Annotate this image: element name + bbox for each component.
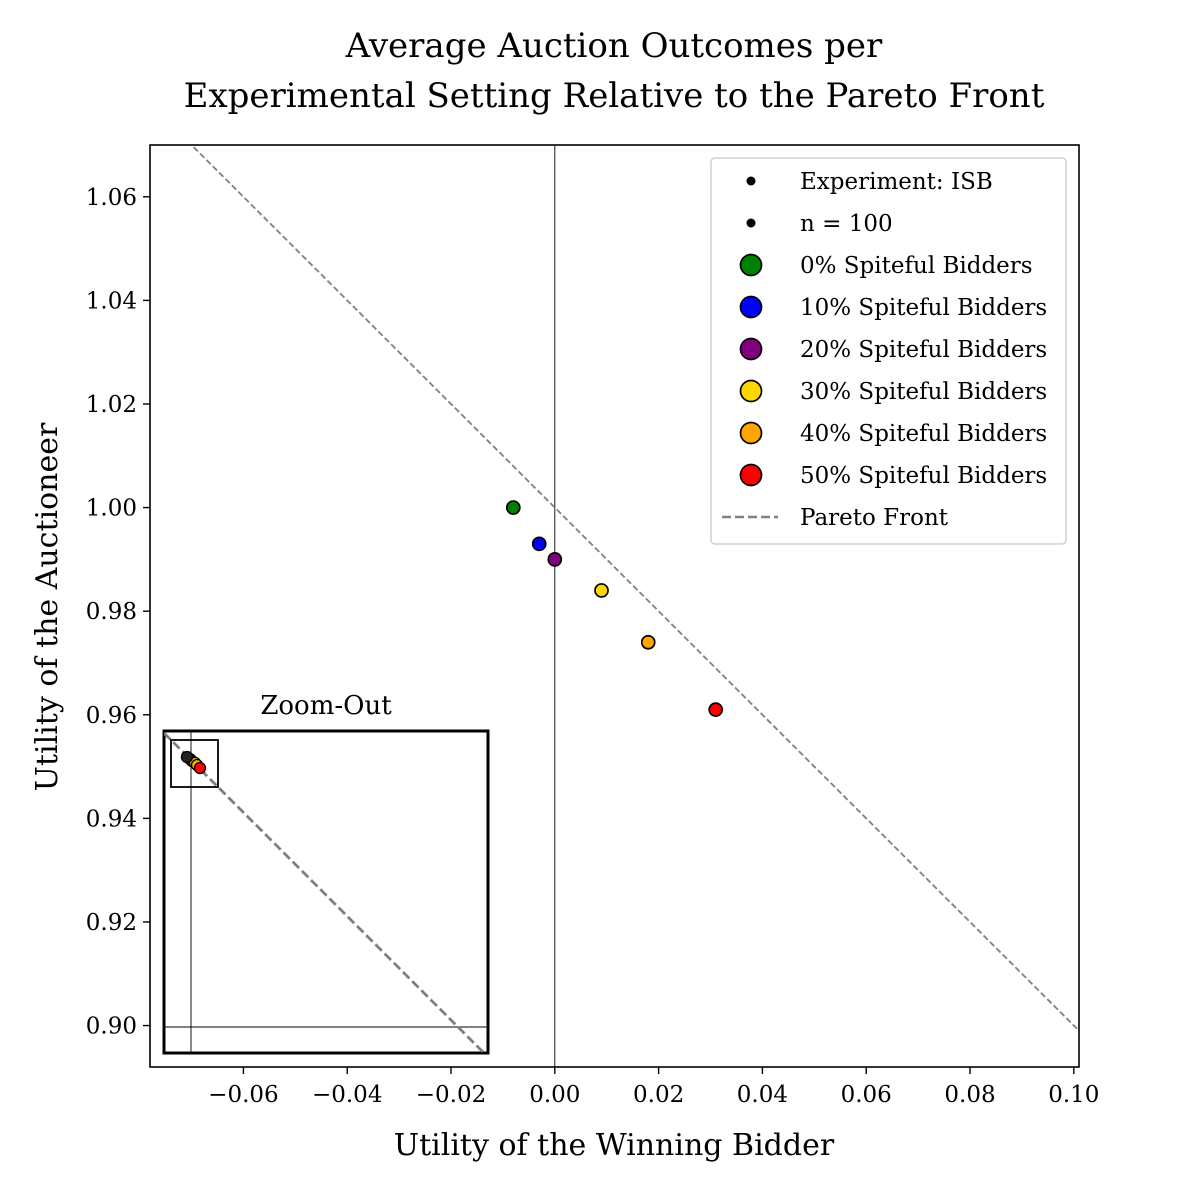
zoom-out-inset: Zoom-Out (162, 691, 490, 1055)
y-tick-label: 0.90 (86, 1014, 137, 1040)
inset-title: Zoom-Out (260, 691, 392, 721)
legend-label: Experiment: ISB (800, 169, 993, 195)
legend: Experiment: ISB n = 100 0% Spiteful Bidder… (710, 157, 1067, 545)
data-point (640, 634, 656, 650)
legend-marker (739, 253, 763, 277)
x-axis-label: Utility of the Winning Bidder (394, 1128, 835, 1163)
x-tick-label: 0.04 (737, 1082, 788, 1108)
inset-zoom-box (170, 739, 219, 788)
data-point (547, 552, 563, 567)
plot-area (149, 144, 1080, 1068)
axis-ticks: −0.06 −0.04 −0.02 0.00 0.02 0.04 0.06 0.08 0.10 0… (86, 185, 1100, 1108)
legend-label: 40% Spiteful Bidders (800, 421, 1047, 447)
legend-marker (739, 337, 763, 361)
legend-box (710, 157, 1067, 545)
inset-frame (162, 729, 490, 1055)
plot-content (190, 145, 1079, 1067)
y-tick-label: 1.06 (86, 185, 137, 211)
x-tick-label: 0.10 (1048, 1082, 1099, 1108)
legend-label: 10% Spiteful Bidders (800, 295, 1047, 321)
chart-title: Average Auction Outcomes per Experimental… (184, 26, 1045, 116)
legend-label: 50% Spiteful Bidders (800, 463, 1047, 489)
legend-marker (739, 421, 763, 445)
chart-title-line: Experimental Setting Relative to the Par… (184, 76, 1045, 116)
plot-frame (149, 144, 1080, 1068)
y-tick-label: 0.92 (86, 910, 137, 936)
legend-marker (739, 379, 763, 403)
legend-marker (746, 176, 756, 186)
y-tick-label: 0.94 (86, 806, 137, 832)
legend-marker (746, 218, 756, 228)
data-point (594, 583, 609, 598)
legend-label: 20% Spiteful Bidders (800, 337, 1047, 363)
legend-marker (739, 295, 763, 319)
x-tick-label: 0.08 (944, 1082, 995, 1108)
y-tick-label: 0.98 (86, 599, 137, 625)
inset-content (164, 731, 488, 1053)
legend-label: Pareto Front (800, 505, 949, 531)
x-tick-label: 0.02 (633, 1082, 684, 1108)
y-tick-label: 0.96 (86, 703, 137, 729)
x-tick-label: −0.02 (416, 1082, 486, 1108)
inset-data-point (180, 750, 194, 764)
x-tick-label: 0.00 (529, 1082, 580, 1108)
y-tick-label: 1.02 (86, 392, 137, 418)
pareto-front-line (190, 145, 1079, 1033)
data-point (505, 500, 521, 515)
inset-data-point (193, 761, 207, 775)
legend-marker (739, 463, 763, 487)
chart-title-line: Average Auction Outcomes per (345, 26, 883, 66)
y-tick-label: 1.00 (86, 496, 137, 522)
inset-pareto-line (164, 732, 486, 1053)
y-tick-label: 1.04 (86, 288, 137, 314)
x-tick-label: −0.04 (312, 1082, 382, 1108)
x-tick-label: 0.06 (841, 1082, 892, 1108)
legend-label: 30% Spiteful Bidders (800, 379, 1047, 405)
legend-label: 0% Spiteful Bidders (800, 253, 1033, 279)
legend-label: n = 100 (800, 211, 893, 237)
x-tick-label: −0.06 (208, 1082, 278, 1108)
y-axis-label: Utility of the Auctioneer (30, 422, 65, 791)
data-point (708, 702, 724, 717)
data-point (531, 536, 547, 552)
